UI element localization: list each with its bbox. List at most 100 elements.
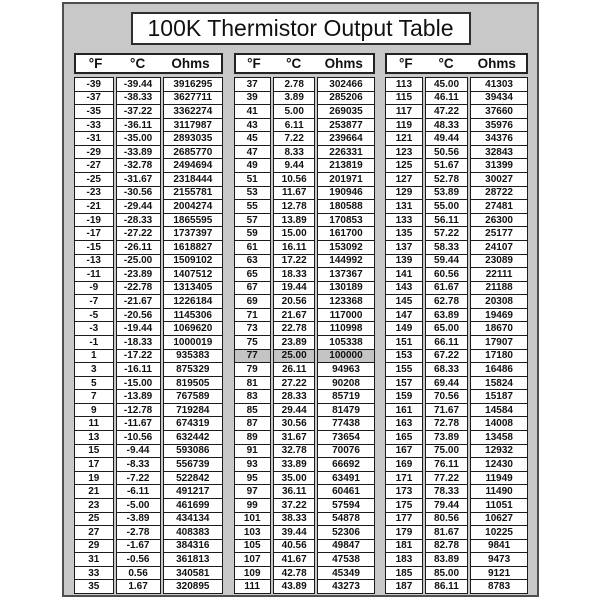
- table-row: 81 27.22 90208: [233, 375, 375, 391]
- cell-ohms: 85719: [317, 389, 375, 404]
- table-row: 121 49.44 34376: [385, 131, 528, 146]
- cell-celsius: -10.56: [115, 430, 161, 445]
- cell-ohms: 25177: [470, 226, 528, 241]
- cell-ohms: 1000019: [162, 334, 223, 350]
- cell-fahrenheit: 127: [385, 172, 423, 187]
- cell-fahrenheit: 135: [385, 226, 423, 241]
- cell-ohms: 3362274: [162, 104, 223, 119]
- cell-celsius: -25.00: [115, 253, 161, 269]
- cell-celsius: 56.11: [424, 212, 469, 228]
- table-row: -31 -35.00 2893035: [74, 131, 223, 146]
- cell-celsius: -16.11: [115, 362, 161, 377]
- cell-ohms: 239664: [317, 131, 375, 146]
- cell-fahrenheit: 153: [385, 348, 423, 364]
- cell-ohms: 1226184: [162, 294, 223, 309]
- cell-ohms: 54878: [317, 511, 375, 527]
- table-row: 135 57.22 25177: [385, 226, 528, 241]
- table-row: 63 17.22 144992: [233, 253, 375, 269]
- cell-celsius: 79.44: [424, 497, 469, 513]
- thermistor-table-mid: °F °C Ohms 37 2.78 302466 39 3.89 285206 41 5.0…: [233, 53, 375, 594]
- table-row: 155 68.33 16486: [385, 362, 528, 377]
- cell-ohms: 28722: [470, 185, 528, 201]
- cell-celsius: 9.44: [272, 158, 316, 174]
- table-row: 169 76.11 12430: [385, 457, 528, 472]
- cell-fahrenheit: -39: [74, 77, 114, 92]
- cell-celsius: 3.89: [272, 90, 316, 106]
- cell-celsius: 51.67: [424, 158, 469, 174]
- cell-celsius: -35.00: [115, 131, 161, 146]
- table-row: 15 -9.44 593086: [74, 443, 223, 459]
- cell-ohms: 170853: [317, 212, 375, 228]
- cell-fahrenheit: 169: [385, 457, 423, 472]
- cell-ohms: 8783: [470, 579, 528, 594]
- table-row: 23 -5.00 461699: [74, 497, 223, 513]
- cell-celsius: 2.78: [272, 77, 316, 92]
- cell-ohms: 340581: [162, 565, 223, 581]
- table-row: 151 66.11 17907: [385, 334, 528, 350]
- cell-fahrenheit: -23: [74, 185, 114, 201]
- cell-fahrenheit: -37: [74, 90, 114, 106]
- table-row: 11 -11.67 674319: [74, 416, 223, 432]
- table-header: °F °C Ohms: [385, 53, 528, 74]
- table-row: 13 -10.56 632442: [74, 430, 223, 445]
- cell-ohms: 1407512: [162, 267, 223, 282]
- table-body: -39 -39.44 3916295 -37 -38.33 3627711 -35 -37.2…: [74, 77, 223, 594]
- table-row: 29 -1.67 384316: [74, 538, 223, 554]
- table-row: 133 56.11 26300: [385, 212, 528, 228]
- cell-fahrenheit: 31: [74, 552, 114, 567]
- cell-fahrenheit: 77: [233, 348, 271, 364]
- table-row: 105 40.56 49847: [233, 538, 375, 554]
- cell-ohms: 24107: [470, 239, 528, 255]
- table-row: 43 6.11 253877: [233, 117, 375, 133]
- cell-fahrenheit: 33: [74, 565, 114, 581]
- table-row: 21 -6.11 491217: [74, 484, 223, 499]
- cell-fahrenheit: 115: [385, 90, 423, 106]
- cell-celsius: 5.00: [272, 104, 316, 119]
- cell-ohms: 2494694: [162, 158, 223, 174]
- cell-fahrenheit: -1: [74, 334, 114, 350]
- table-row: -35 -37.22 3362274: [74, 104, 223, 119]
- cell-celsius: 86.11: [424, 579, 469, 594]
- cell-ohms: 3117987: [162, 117, 223, 133]
- cell-fahrenheit: 59: [233, 226, 271, 241]
- cell-celsius: -11.67: [115, 416, 161, 432]
- cell-fahrenheit: 19: [74, 470, 114, 486]
- table-row: 17 -8.33 556739: [74, 457, 223, 472]
- cell-celsius: -17.22: [115, 348, 161, 364]
- cell-celsius: 31.67: [272, 430, 316, 445]
- cell-fahrenheit: 71: [233, 307, 271, 323]
- cell-ohms: 9473: [470, 552, 528, 567]
- cell-ohms: 1313405: [162, 280, 223, 296]
- cell-celsius: 53.89: [424, 185, 469, 201]
- cell-ohms: 77438: [317, 416, 375, 432]
- cell-ohms: 60461: [317, 484, 375, 499]
- cell-fahrenheit: 27: [74, 525, 114, 540]
- cell-celsius: 73.89: [424, 430, 469, 445]
- cell-celsius: 50.56: [424, 144, 469, 160]
- cell-celsius: 13.89: [272, 212, 316, 228]
- cell-ohms: 57594: [317, 497, 375, 513]
- cell-fahrenheit: 155: [385, 362, 423, 377]
- cell-fahrenheit: 129: [385, 185, 423, 201]
- table-row: 87 30.56 77438: [233, 416, 375, 432]
- header-celsius: °C: [286, 56, 302, 71]
- cell-celsius: 0.56: [115, 565, 161, 581]
- table-row: 163 72.78 14008: [385, 416, 528, 432]
- cell-celsius: -15.00: [115, 375, 161, 391]
- table-row: 47 8.33 226331: [233, 144, 375, 160]
- cell-ohms: 434134: [162, 511, 223, 527]
- cell-ohms: 27481: [470, 199, 528, 214]
- cell-ohms: 43273: [317, 579, 375, 594]
- table-row: 141 60.56 22111: [385, 267, 528, 282]
- cell-ohms: 34376: [470, 131, 528, 146]
- cell-ohms: 17907: [470, 334, 528, 350]
- cell-fahrenheit: 49: [233, 158, 271, 174]
- cell-celsius: 69.44: [424, 375, 469, 391]
- cell-fahrenheit: 111: [233, 579, 271, 594]
- cell-ohms: 70076: [317, 443, 375, 459]
- cell-celsius: 83.89: [424, 552, 469, 567]
- cell-ohms: 161700: [317, 226, 375, 241]
- cell-ohms: 408383: [162, 525, 223, 540]
- cell-fahrenheit: 53: [233, 185, 271, 201]
- cell-ohms: 10225: [470, 525, 528, 540]
